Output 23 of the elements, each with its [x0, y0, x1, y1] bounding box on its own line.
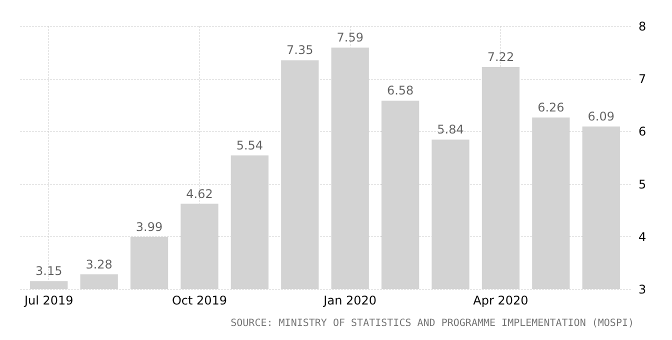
data-label: 3.99 — [136, 220, 163, 234]
data-label: 5.84 — [437, 122, 464, 137]
data-label: 7.35 — [286, 43, 314, 58]
x-tick-label: Oct 2019 — [172, 294, 228, 308]
data-label: 7.22 — [487, 50, 514, 64]
y-tick-label: 6 — [638, 124, 646, 139]
data-label: 4.62 — [186, 186, 213, 201]
data-label: 7.59 — [336, 30, 364, 45]
x-tick-label: Jul 2019 — [23, 294, 74, 308]
data-label: 3.15 — [36, 264, 62, 278]
x-tick-label: Apr 2020 — [473, 294, 528, 308]
data-label: 6.26 — [538, 100, 564, 115]
data-label: 5.54 — [236, 138, 264, 152]
data-label: 6.58 — [386, 84, 414, 98]
data-label: 6.09 — [588, 109, 614, 124]
y-tick-label: 5 — [638, 177, 646, 192]
y-tick-label: 3 — [638, 282, 646, 296]
data-label: 3.28 — [86, 257, 112, 272]
y-tick-label: 7 — [638, 72, 646, 86]
y-tick-label: 4 — [638, 230, 646, 244]
y-tick-label: 8 — [638, 20, 646, 34]
x-tick-label: Jan 2020 — [322, 294, 377, 308]
source-note: SOURCE: MINISTRY OF STATISTICS AND PROGRAMME IMPLEMENTATION (MOSPI) — [230, 318, 634, 329]
